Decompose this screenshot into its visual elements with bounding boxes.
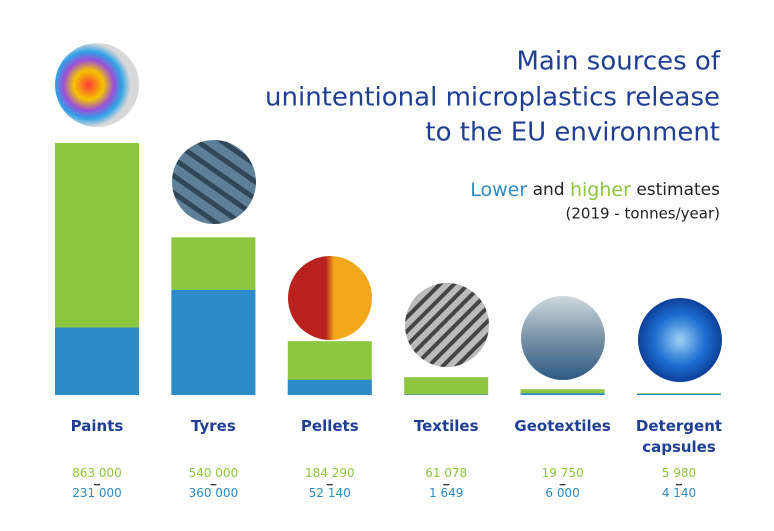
lower-label: 1 649 bbox=[429, 486, 464, 500]
legend: Lower and higher estimates bbox=[470, 179, 720, 201]
lower-label: 52 140 bbox=[308, 486, 351, 500]
bar-lower bbox=[55, 327, 139, 395]
unit-note: (2019 - tonnes/year) bbox=[566, 205, 720, 223]
separator bbox=[559, 484, 566, 486]
title-line: unintentional microplastics release bbox=[265, 83, 720, 113]
bar-lower bbox=[520, 393, 605, 395]
category-label: Geotextiles bbox=[514, 417, 611, 435]
higher-label: 19 750 bbox=[541, 466, 584, 480]
category-label: Tyres bbox=[191, 417, 236, 435]
category-label: Paints bbox=[70, 417, 124, 435]
photo bbox=[288, 256, 372, 340]
separator bbox=[443, 484, 450, 486]
lower-label: 231 000 bbox=[72, 486, 122, 500]
higher-label: 863 000 bbox=[72, 466, 122, 480]
lower-label: 4 140 bbox=[661, 486, 697, 500]
photo bbox=[521, 296, 605, 380]
title-line: to the EU environment bbox=[425, 118, 720, 148]
photo bbox=[638, 298, 722, 382]
bar-lower bbox=[287, 379, 372, 395]
separator bbox=[326, 484, 333, 486]
bar-higher bbox=[404, 377, 489, 395]
separator bbox=[210, 484, 217, 486]
photo bbox=[55, 43, 139, 127]
photo bbox=[172, 140, 256, 224]
legend-lower: Lower bbox=[470, 179, 527, 201]
legend-higher: higher bbox=[570, 179, 631, 201]
lower-label: 360 000 bbox=[188, 486, 239, 500]
separator bbox=[94, 484, 100, 486]
photo bbox=[405, 283, 489, 367]
lower-label: 6 000 bbox=[545, 486, 580, 500]
title-line: Main sources of bbox=[516, 47, 720, 77]
bar-higher bbox=[520, 389, 605, 395]
higher-label: 61 078 bbox=[425, 466, 468, 480]
higher-label: 5 980 bbox=[661, 466, 697, 480]
bar-lower bbox=[171, 289, 256, 395]
bar-lower bbox=[637, 393, 721, 395]
higher-label: 540 000 bbox=[188, 466, 239, 480]
category-label: Textiles bbox=[413, 417, 479, 435]
category-label: Pellets bbox=[300, 417, 359, 435]
separator bbox=[676, 484, 682, 486]
higher-label: 184 290 bbox=[304, 466, 355, 480]
legend-suffix: estimates bbox=[636, 180, 720, 200]
legend-joiner: and bbox=[533, 180, 565, 200]
category-label: Detergent capsules bbox=[635, 417, 723, 456]
